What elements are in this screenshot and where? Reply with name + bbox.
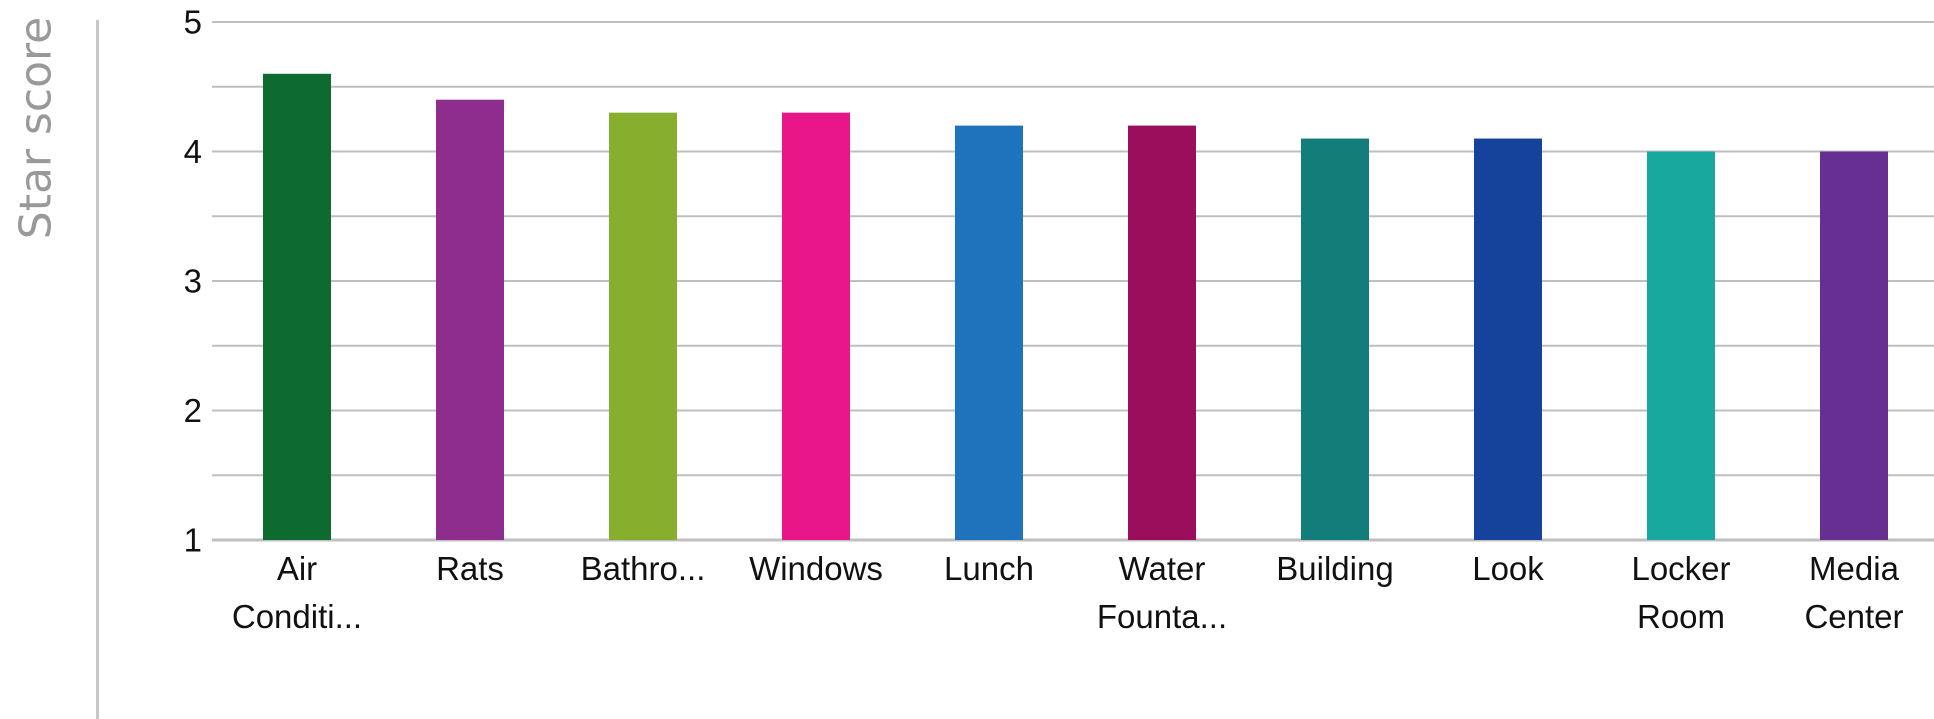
x-tick-label: Rats	[436, 550, 504, 587]
bar-7	[1301, 138, 1369, 541]
x-tick-label: Look	[1472, 550, 1544, 587]
y-tick-label: 2	[184, 392, 202, 429]
x-tick-label: Locker Room	[1631, 550, 1730, 635]
x-tick-label: Windows	[749, 550, 883, 587]
bar-3	[609, 112, 677, 541]
y-axis-line	[96, 20, 99, 719]
x-tick-label: Air Conditi...	[232, 550, 362, 635]
bar-9	[1647, 151, 1715, 540]
bar-5	[955, 125, 1023, 540]
bar-2	[436, 99, 504, 540]
y-tick-label: 3	[184, 263, 202, 300]
y-tick-label: 1	[184, 522, 202, 559]
bar-1	[263, 73, 331, 541]
y-tick-label: 4	[184, 133, 202, 170]
x-tick-label: Lunch	[944, 550, 1034, 587]
bar-6	[1128, 125, 1196, 540]
x-tick-label: Bathro...	[581, 550, 706, 587]
y-tick-label: 5	[184, 4, 202, 41]
bar-8	[1474, 138, 1542, 541]
bar-4	[782, 112, 850, 541]
bar-10	[1820, 151, 1888, 540]
x-tick-label: Media Center	[1804, 550, 1903, 635]
x-tick-label: Water Founta...	[1097, 550, 1227, 635]
x-tick-label: Building	[1276, 550, 1393, 587]
